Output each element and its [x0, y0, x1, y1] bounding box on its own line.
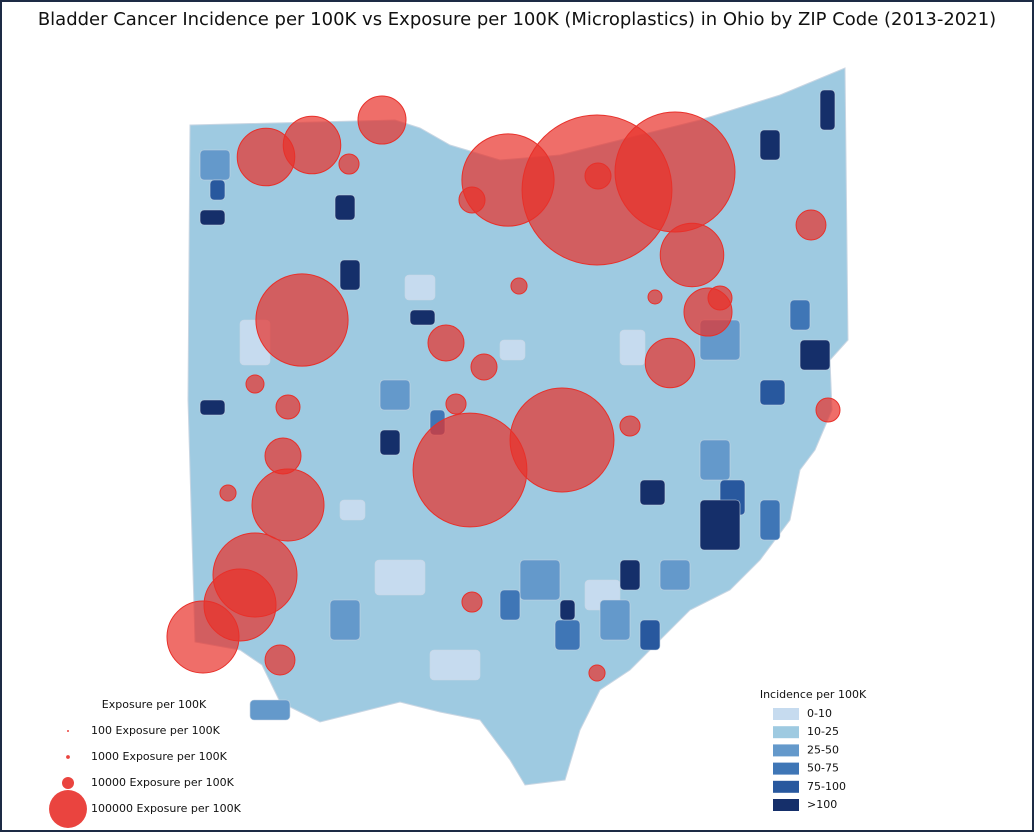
bubble-layer: [166, 95, 841, 682]
zip-area: [199, 209, 226, 226]
color-legend-label: 50-75: [807, 762, 839, 775]
zip-area: [199, 149, 231, 181]
zip-area: [379, 379, 411, 411]
exposure-bubble: [357, 95, 407, 145]
exposure-bubble: [659, 222, 725, 288]
zip-area: [699, 439, 731, 481]
zip-area: [499, 589, 521, 621]
exposure-bubble: [166, 600, 240, 674]
zip-area: [639, 619, 661, 651]
exposure-bubble: [470, 353, 498, 381]
color-legend-swatch: [773, 708, 799, 720]
exposure-bubble: [584, 162, 612, 190]
zip-area: [759, 499, 781, 541]
zip-area: [409, 309, 436, 326]
exposure-bubble: [275, 394, 301, 420]
zip-area: [799, 339, 831, 371]
color-legend-label: 25-50: [807, 743, 839, 756]
exposure-bubble: [245, 374, 265, 394]
zip-area: [339, 499, 366, 521]
exposure-bubble: [614, 111, 736, 233]
zip-area: [199, 399, 226, 416]
zip-area: [559, 599, 576, 621]
zip-area: [819, 89, 836, 131]
color-legend-swatch: [773, 726, 799, 739]
size-legend-marker: [49, 790, 87, 828]
zip-area: [619, 559, 641, 591]
size-legend-label: 1000 Exposure per 100K: [91, 750, 228, 763]
color-legend-swatch: [773, 780, 799, 793]
zip-area: [599, 599, 631, 641]
exposure-bubble: [461, 591, 483, 613]
exposure-bubble: [510, 277, 528, 295]
zip-area: [619, 329, 646, 366]
zip-area: [554, 619, 581, 651]
zip-area: [659, 559, 691, 591]
color-legend-swatch: [773, 799, 799, 811]
zip-area: [374, 559, 426, 596]
exposure-bubble: [427, 324, 465, 362]
color-legend-swatch: [773, 744, 799, 757]
exposure-bubble: [795, 209, 827, 241]
exposure-bubble: [588, 664, 606, 682]
zip-area: [519, 559, 561, 601]
exposure-bubble: [647, 289, 663, 305]
zip-area: [334, 194, 356, 221]
exposure-bubble: [282, 115, 342, 175]
zip-area: [699, 499, 741, 551]
size-legend-label: 100000 Exposure per 100K: [91, 802, 242, 815]
size-legend-marker: [62, 777, 74, 789]
size-legend-label: 100 Exposure per 100K: [91, 724, 221, 737]
zip-area: [404, 274, 436, 301]
color-legend-label: 0-10: [807, 707, 832, 720]
color-legend-label: 75-100: [807, 780, 846, 793]
exposure-bubble: [338, 153, 360, 175]
color-legend-title: Incidence per 100K: [760, 688, 867, 701]
size-legend-label: 10000 Exposure per 100K: [91, 776, 235, 789]
exposure-bubble: [251, 468, 325, 542]
exposure-bubble: [219, 484, 237, 502]
exposure-bubble: [264, 644, 296, 676]
exposure-bubble: [458, 186, 486, 214]
size-legend-marker: [67, 730, 69, 732]
title: Bladder Cancer Incidence per 100K vs Exp…: [38, 9, 996, 30]
zip-area: [759, 379, 786, 406]
zip-area: [339, 259, 361, 291]
exposure-bubble: [412, 412, 528, 528]
exposure-bubble: [644, 337, 696, 389]
exposure-bubble: [509, 387, 615, 493]
color-legend-swatch: [773, 762, 799, 775]
color-legend-label: >100: [807, 798, 837, 811]
zip-area: [639, 479, 666, 506]
zip-area: [789, 299, 811, 331]
size-legend-title: Exposure per 100K: [102, 698, 207, 711]
zip-area: [379, 429, 401, 456]
exposure-bubble: [264, 437, 302, 475]
zip-area: [329, 599, 361, 641]
color-legend-label: 10-25: [807, 725, 839, 738]
exposure-bubble: [815, 397, 841, 423]
zip-area: [249, 699, 291, 721]
zip-area: [759, 129, 781, 161]
zip-area: [429, 649, 481, 681]
exposure-bubble: [255, 273, 349, 367]
exposure-bubble: [445, 393, 467, 415]
size-legend-marker: [66, 755, 70, 759]
zip-area: [499, 339, 526, 361]
exposure-bubble: [707, 285, 733, 311]
zip-area: [209, 179, 226, 201]
exposure-bubble: [619, 415, 641, 437]
